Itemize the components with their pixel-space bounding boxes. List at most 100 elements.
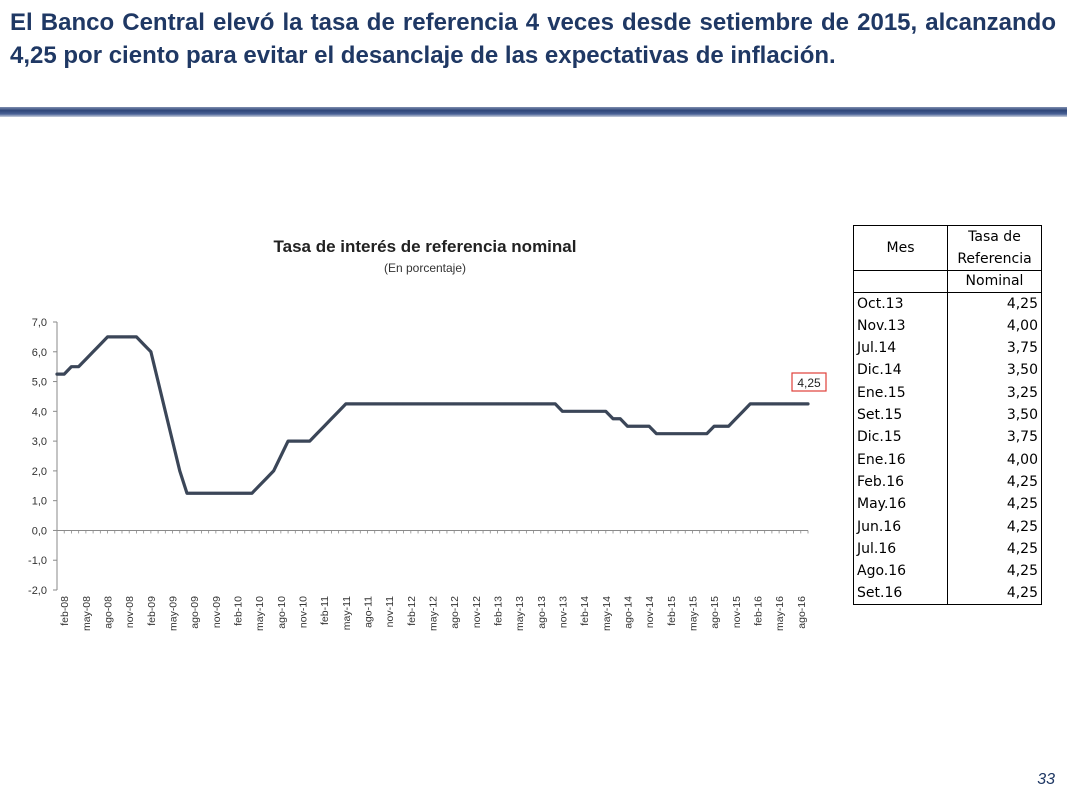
x-tick-label: nov-15 [731, 596, 743, 628]
table-row: Ago.16 4,25 [853, 559, 1042, 583]
x-tick-label: feb-15 [666, 596, 678, 626]
table-cell-valor: 4,25 [947, 537, 1042, 560]
x-tick-label: may-16 [774, 596, 786, 631]
rate-point [525, 402, 528, 406]
table-cell-valor: 4,25 [947, 470, 1042, 494]
rate-point [77, 365, 80, 368]
rate-point [128, 335, 131, 339]
rate-history-table: Mes Tasa de Referencia Nominal Oct.13 4,2… [853, 224, 1042, 606]
table-cell-valor: 4,00 [947, 314, 1042, 337]
table-header-blank [853, 270, 948, 293]
rate-point [676, 432, 680, 435]
y-tick-label: 6,0 [32, 347, 47, 359]
rate-point [214, 492, 218, 495]
x-tick-label: feb-08 [59, 596, 71, 626]
rate-point [373, 402, 376, 406]
rate-point [286, 439, 290, 443]
table-header-tasa-line1: Tasa de [947, 224, 1042, 248]
rate-point [431, 402, 434, 406]
slide-title: El Banco Central elevó la tasa de refere… [10, 9, 1056, 69]
y-tick-label: 0,0 [32, 525, 47, 537]
table-cell-mes: Oct.13 [853, 292, 948, 315]
table-row: May.16 4,25 [853, 493, 1042, 516]
x-tick-label: may-13 [514, 596, 526, 631]
rate-point [402, 402, 405, 406]
x-tick-label: may-14 [601, 596, 613, 631]
y-axis: 7,0 6,0 5,0 4,0 3,0 2,0 1,0 0,0 -1,0 -2,0 [28, 317, 58, 597]
x-tick-label: feb-16 [752, 596, 764, 626]
rate-point [568, 410, 571, 413]
rate-point [359, 402, 362, 406]
page-number: 33 [1037, 771, 1055, 788]
rate-point [229, 492, 232, 495]
table-row: Set.15 3,50 [853, 403, 1042, 427]
rate-point [84, 358, 88, 361]
table-cell-mes: Nov.13 [853, 314, 948, 337]
rate-point [785, 402, 788, 406]
table-cell-mes: Ene.15 [853, 381, 948, 404]
rate-point [698, 432, 701, 435]
table-cell-valor: 4,25 [947, 493, 1042, 516]
x-tick-label: may-10 [254, 596, 266, 631]
x-tick-label: ago-13 [536, 596, 548, 629]
rate-point [120, 335, 124, 339]
rate-point [178, 469, 181, 473]
x-tick-label: ago-11 [363, 596, 375, 628]
x-tick-label: nov-11 [384, 596, 396, 627]
x-tick-label: feb-09 [146, 596, 158, 626]
rate-point [63, 372, 66, 376]
title-divider [0, 107, 1067, 117]
x-tick-label: nov-12 [471, 596, 483, 628]
rate-point [351, 402, 355, 406]
x-tick-label: ago-08 [103, 596, 115, 629]
rate-point [207, 492, 210, 495]
rate-point [684, 432, 687, 435]
rate-point [221, 492, 225, 495]
rate-point [135, 335, 138, 339]
rate-point [243, 492, 246, 495]
rate-point [70, 365, 73, 368]
table-cell-valor: 3,50 [947, 359, 1042, 382]
table-cell-valor: 4,25 [947, 292, 1042, 315]
rate-point [91, 350, 95, 353]
rate-point [611, 417, 615, 420]
rate-point [416, 402, 420, 406]
y-tick-label: 2,0 [32, 466, 47, 478]
rate-point [272, 469, 275, 473]
table-cell-mes: Jul.14 [853, 336, 948, 360]
table-cell-mes: Feb.16 [853, 470, 948, 494]
rate-point [55, 372, 59, 376]
x-tick-label: may-12 [428, 596, 440, 631]
rate-point [489, 402, 492, 406]
rate-point [734, 417, 737, 420]
rate-point [669, 432, 672, 435]
rate-point [503, 402, 506, 406]
x-tick-label: ago-15 [709, 596, 721, 629]
x-axis: feb-08 may-08 ago-08 nov-08 feb-09 may-09 ago-… [56, 529, 809, 631]
x-tick-label: may-11 [341, 596, 353, 630]
x-tick-label: may-15 [687, 596, 699, 631]
rate-point [712, 425, 716, 428]
x-tick-label: ago-10 [276, 596, 288, 629]
y-tick-label: -2,0 [28, 585, 47, 597]
y-tick-label: 4,0 [32, 406, 47, 418]
x-tick-label: nov-10 [298, 596, 310, 628]
table-cell-valor: 3,75 [947, 336, 1042, 360]
table-header-tasa-line3: Nominal [947, 269, 1042, 293]
rate-point [387, 402, 391, 406]
table-cell-mes: Ene.16 [853, 448, 948, 471]
rate-point [662, 432, 665, 435]
rate-point [720, 425, 723, 428]
x-tick-label: may-08 [81, 596, 93, 631]
rate-point [185, 492, 189, 495]
table-row: Nov.13 4,00 [853, 314, 1042, 337]
rate-point [106, 335, 109, 339]
x-tick-label: feb-13 [492, 596, 504, 626]
rate-point [236, 492, 239, 495]
x-tick-label: nov-14 [644, 596, 656, 628]
last-value-box [791, 372, 827, 392]
rate-point [142, 343, 145, 346]
table-row: Feb.16 4,25 [853, 470, 1042, 494]
x-tick-label: feb-11 [319, 596, 331, 625]
